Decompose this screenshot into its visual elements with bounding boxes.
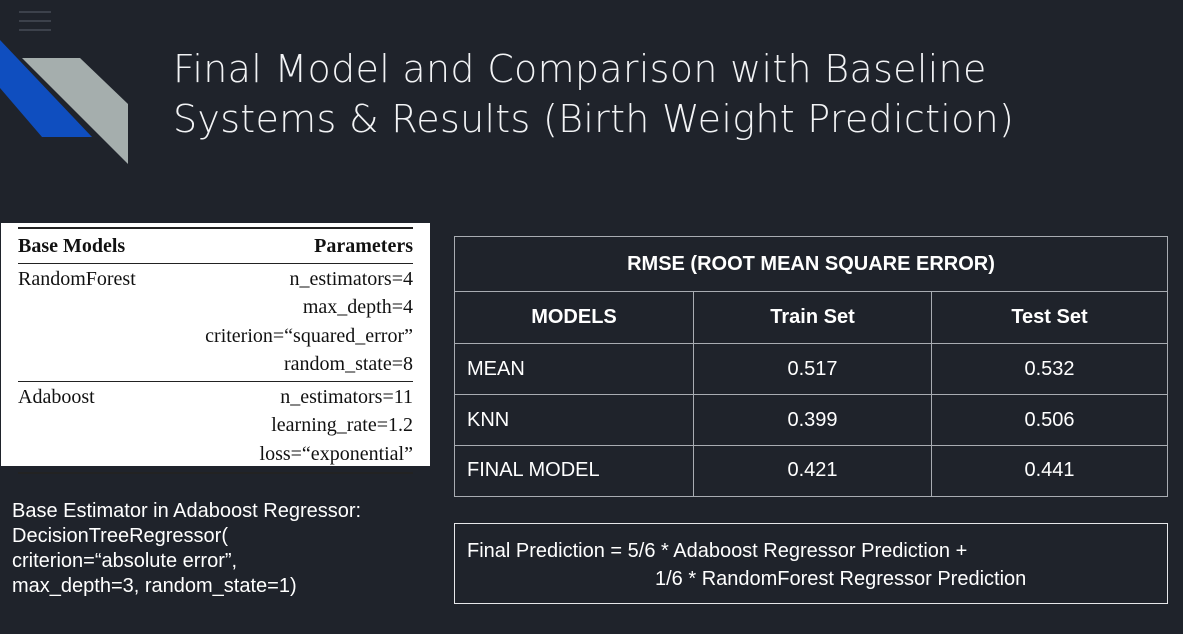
param: learning_rate=1.2 bbox=[271, 414, 413, 436]
final-prediction-line-2: 1/6 * RandomForest Regressor Prediction bbox=[655, 568, 1027, 590]
table-row: random_state=8 bbox=[18, 350, 413, 379]
menu-icon[interactable] bbox=[19, 11, 51, 31]
model-adaboost: Adaboost bbox=[18, 385, 95, 408]
gray-stripe bbox=[22, 58, 128, 164]
title-line-2: Systems & Results (Birth Weight Predicti… bbox=[173, 97, 1015, 141]
train-value: 0.421 bbox=[693, 444, 932, 498]
final-prediction-line-1: Final Prediction = 5/6 * Adaboost Regres… bbox=[467, 540, 968, 562]
header-test-set: Test Set bbox=[931, 291, 1168, 345]
test-value: 0.441 bbox=[931, 444, 1168, 498]
test-value: 0.506 bbox=[931, 394, 1168, 446]
train-value: 0.517 bbox=[693, 343, 932, 396]
table-row: MEAN 0.517 0.532 bbox=[454, 343, 1168, 396]
base-estimator-note: Base Estimator in Adaboost Regressor: De… bbox=[12, 499, 432, 599]
base-models-header: Base Models Parameters bbox=[18, 232, 413, 261]
header-models: MODELS bbox=[454, 291, 694, 345]
train-value: 0.399 bbox=[693, 394, 932, 446]
param: n_estimators=4 bbox=[289, 267, 414, 290]
model-randomforest: RandomForest bbox=[18, 267, 136, 290]
param: n_estimators=11 bbox=[280, 385, 413, 408]
rmse-caption: RMSE (ROOT MEAN SQUARE ERROR) bbox=[454, 235, 1168, 293]
table-row: learning_rate=1.2 bbox=[18, 411, 413, 440]
param: criterion=“squared_error” bbox=[205, 324, 413, 347]
model-name: MEAN bbox=[454, 343, 694, 396]
table-row: criterion=“squared_error” bbox=[18, 322, 413, 351]
note-line: max_depth=3, random_state=1) bbox=[12, 575, 297, 597]
table-row: Adaboost n_estimators=11 bbox=[18, 383, 413, 412]
slide-title: Final Model and Comparison with Baseline… bbox=[173, 44, 1153, 144]
test-value: 0.532 bbox=[931, 343, 1168, 396]
model-name: KNN bbox=[454, 394, 694, 446]
final-prediction-box: Final Prediction = 5/6 * Adaboost Regres… bbox=[454, 523, 1168, 604]
note-line: DecisionTreeRegressor( bbox=[12, 525, 228, 547]
header-base-models: Base Models bbox=[18, 235, 126, 257]
header-parameters: Parameters bbox=[314, 235, 413, 257]
decorative-stripes bbox=[0, 40, 128, 164]
rmse-table: RMSE (ROOT MEAN SQUARE ERROR) MODELS Tra… bbox=[454, 235, 1168, 498]
table-row: loss=“exponential” bbox=[18, 440, 413, 469]
model-name: FINAL MODEL bbox=[454, 444, 694, 498]
param: random_state=8 bbox=[283, 353, 413, 375]
table-row: RandomForest n_estimators=4 bbox=[18, 265, 413, 294]
note-line: criterion=“absolute error”, bbox=[12, 550, 238, 572]
header-train-set: Train Set bbox=[693, 291, 932, 345]
param: max_depth=4 bbox=[302, 296, 413, 318]
title-line-1: Final Model and Comparison with Baseline bbox=[173, 47, 987, 91]
table-row: max_depth=4 bbox=[18, 293, 413, 322]
note-line: Base Estimator in Adaboost Regressor: bbox=[12, 500, 362, 522]
base-models-table: Base Models Parameters RandomForest n_es… bbox=[1, 223, 430, 474]
table-row: KNN 0.399 0.506 bbox=[454, 394, 1168, 446]
param: loss=“exponential” bbox=[259, 442, 413, 465]
table-row: FINAL MODEL 0.421 0.441 bbox=[454, 444, 1168, 498]
blue-stripe bbox=[0, 40, 92, 137]
